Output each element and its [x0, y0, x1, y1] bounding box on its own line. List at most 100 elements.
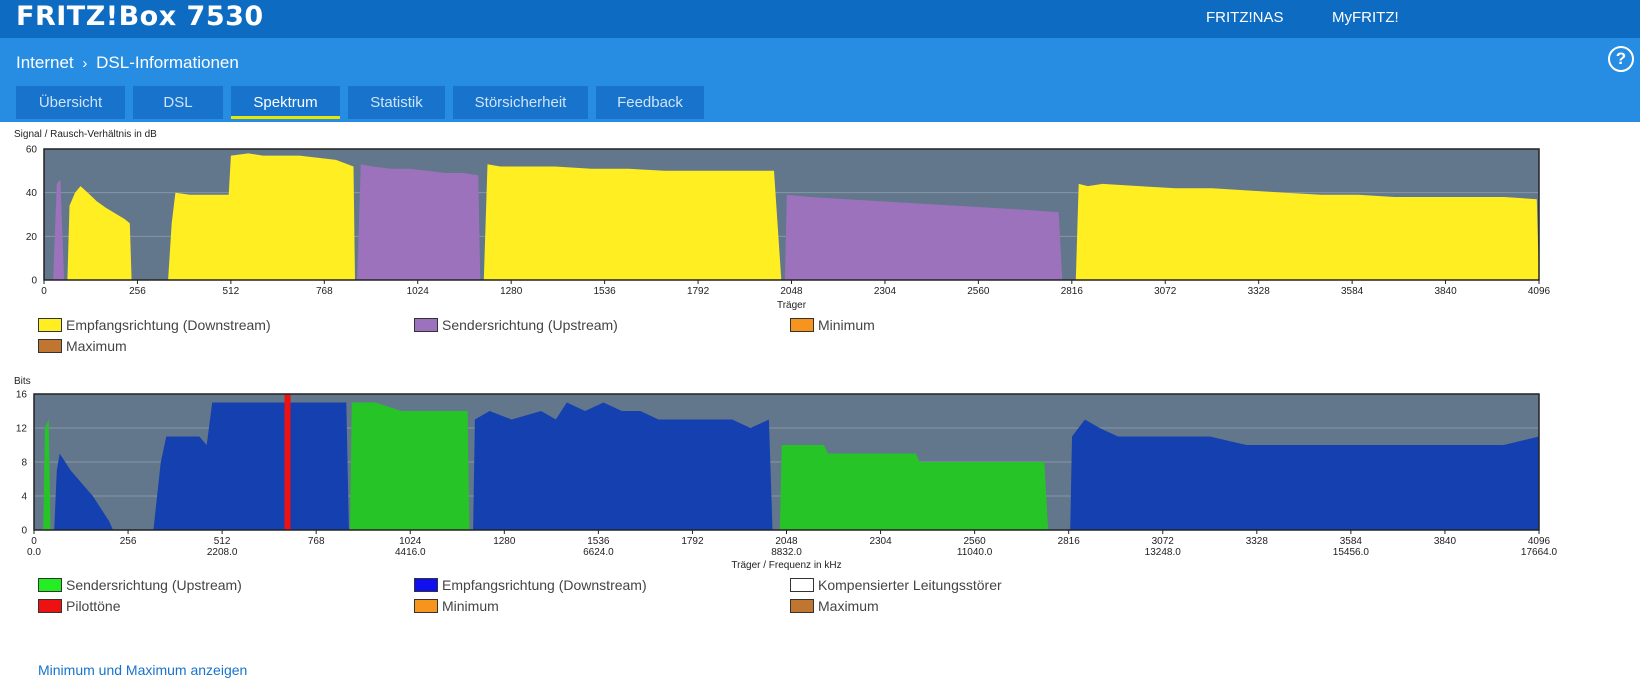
series-area-bits_down [54, 453, 113, 530]
series-area-upstream [784, 194, 1063, 280]
series-area-bits_down [473, 402, 773, 530]
x-tick-label: 1024 [407, 286, 430, 297]
legend-swatch [38, 599, 62, 613]
x-tick-label: 3072 [1152, 536, 1175, 547]
x-tick-label: 3328 [1248, 286, 1271, 297]
help-icon[interactable]: ? [1608, 46, 1634, 72]
x-tick-label: 1280 [500, 286, 523, 297]
tab-spektrum[interactable]: Spektrum [231, 86, 340, 119]
series-area-bits_down [1070, 419, 1539, 530]
x-tick-label: 3840 [1434, 286, 1457, 297]
series-area-bits_up [350, 402, 470, 530]
y-tick-label: 4 [21, 492, 27, 503]
x-tick-label: 2560 [964, 536, 987, 547]
legend-swatch [38, 339, 62, 353]
x-tick-label: 1024 [399, 536, 422, 547]
legend-swatch [790, 599, 814, 613]
x-tick-label: 1792 [687, 286, 710, 297]
breadcrumb: Internet › DSL-Informationen [16, 53, 239, 73]
top-bar: FRITZ!Box 7530 FRITZ!NAS MyFRITZ! [0, 0, 1640, 38]
legend-swatch [790, 578, 814, 592]
legend-swatch [414, 578, 438, 592]
x-tick-label: 2048 [775, 536, 798, 547]
freq-tick-label: 6624.0 [583, 547, 614, 558]
freq-tick-label: 0.0 [27, 547, 41, 558]
x-tick-label: 512 [223, 286, 240, 297]
pilot-tone-bar [284, 394, 291, 530]
x-tick-label: 2816 [1061, 286, 1084, 297]
myfritz-link[interactable]: MyFRITZ! [1332, 9, 1399, 26]
tab-dsl[interactable]: DSL [133, 86, 223, 119]
legend-swatch [414, 318, 438, 332]
series-area-bits_down [153, 402, 349, 530]
freq-tick-label: 17664.0 [1521, 547, 1558, 558]
snr-chart: 0 20 40 60 0 256 512 768 1024 1280 1536 1792 2048 230… [26, 145, 1551, 312]
series-area-bits_up [779, 445, 1049, 530]
brand-logo: FRITZ!Box 7530 [16, 1, 264, 32]
show-min-max-link[interactable]: Minimum und Maximum anzeigen [38, 662, 248, 678]
x-tick-label: 256 [129, 286, 146, 297]
x-tick-label: 768 [308, 536, 325, 547]
legend-swatch [38, 318, 62, 332]
x-tick-label: 1792 [681, 536, 704, 547]
freq-tick-label: 15456.0 [1333, 547, 1370, 558]
x-tick-label: 2304 [869, 536, 892, 547]
series-area-downstream [67, 186, 132, 280]
y-tick-label: 40 [26, 188, 38, 199]
chevron-right-icon: › [82, 55, 88, 72]
x-axis-label: Träger [777, 300, 807, 311]
freq-tick-label: 4416.0 [395, 547, 426, 558]
x-tick-label: 256 [120, 536, 137, 547]
breadcrumb-current: DSL-Informationen [96, 53, 239, 72]
series-area-bits_up [43, 419, 51, 530]
series-area-downstream [483, 164, 782, 280]
series-area-downstream [1075, 183, 1539, 280]
x-axis-label: Träger / Frequenz in kHz [731, 560, 841, 571]
x-tick-label: 1536 [594, 286, 617, 297]
bits-chart: 0 4 8 12 16 0 256 512 768 1024 1280 1536 1792 2048 230… [16, 390, 1558, 572]
x-tick-label: 0 [41, 286, 47, 297]
y-tick-label: 0 [21, 526, 27, 537]
x-tick-label: 1280 [493, 536, 516, 547]
y-tick-label: 8 [21, 458, 27, 469]
x-tick-label: 2816 [1058, 536, 1081, 547]
x-tick-label: 4096 [1528, 536, 1551, 547]
y-tick-label: 60 [26, 145, 38, 156]
y-tick-label: 12 [16, 424, 28, 435]
x-tick-label: 512 [214, 536, 231, 547]
series-area-upstream [357, 164, 481, 280]
y-tick-label: 16 [16, 390, 28, 401]
y-tick-label: 0 [31, 276, 37, 287]
series-area-upstream [53, 179, 65, 280]
fritz-nas-link[interactable]: FRITZ!NAS [1206, 9, 1284, 26]
x-tick-label: 4096 [1528, 286, 1551, 297]
legend-swatch [414, 599, 438, 613]
tab-uebersicht[interactable]: Übersicht [16, 86, 125, 119]
breadcrumb-parent[interactable]: Internet [16, 53, 74, 72]
series-area-downstream [168, 153, 355, 280]
snr-chart-title: Signal / Rausch-Verhältnis in dB [14, 129, 157, 140]
tab-feedback[interactable]: Feedback [596, 86, 704, 119]
x-tick-label: 3584 [1340, 536, 1363, 547]
x-tick-label: 768 [316, 286, 333, 297]
x-tick-label: 2560 [967, 286, 990, 297]
freq-tick-label: 2208.0 [207, 547, 238, 558]
legend-swatch [790, 318, 814, 332]
tab-statistik[interactable]: Statistik [348, 86, 445, 119]
tab-stoersicherheit[interactable]: Störsicherheit [453, 86, 588, 119]
x-tick-label: 3328 [1246, 536, 1269, 547]
x-tick-label: 2048 [780, 286, 803, 297]
x-tick-label: 2304 [874, 286, 897, 297]
freq-tick-label: 13248.0 [1145, 547, 1182, 558]
x-tick-label: 0 [31, 536, 37, 547]
freq-tick-label: 8832.0 [771, 547, 802, 558]
freq-tick-label: 11040.0 [957, 547, 993, 558]
bits-chart-title: Bits [14, 376, 31, 387]
sub-bar: Internet › DSL-Informationen ? Übersicht… [0, 38, 1640, 122]
x-tick-label: 1536 [587, 536, 610, 547]
x-tick-label: 3840 [1434, 536, 1457, 547]
y-tick-label: 20 [26, 232, 38, 243]
legend-swatch [38, 578, 62, 592]
x-tick-label: 3072 [1154, 286, 1177, 297]
x-tick-label: 3584 [1341, 286, 1364, 297]
